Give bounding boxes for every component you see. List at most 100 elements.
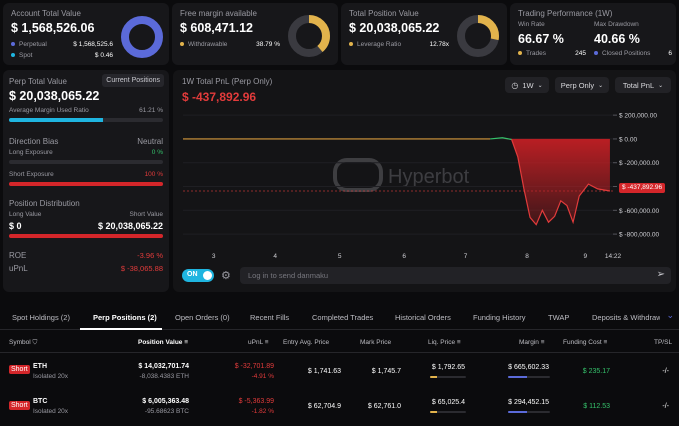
- tab-historical-orders[interactable]: Historical Orders: [395, 313, 451, 322]
- tpsl[interactable]: -/-: [662, 368, 669, 375]
- perp-total-value: $ 20,038,065.22: [9, 89, 100, 103]
- free-margin-card: Free margin available $ 608,471.12 Withd…: [172, 3, 338, 65]
- closed-dot: [594, 51, 598, 56]
- scope-select[interactable]: Perp Only ⌄: [555, 77, 609, 93]
- tab-completed-trades[interactable]: Completed Trades: [312, 313, 374, 322]
- margin-bar: [508, 411, 550, 413]
- tab-spot-holdings[interactable]: Spot Holdings (2): [12, 313, 70, 322]
- tpsl[interactable]: -/-: [662, 403, 669, 410]
- roe-value: -3.96 %: [137, 251, 163, 260]
- spot-label: Spot: [19, 52, 33, 59]
- danmaku-input[interactable]: Log in to send danmaku ➢: [240, 267, 671, 284]
- short-exposure-label: Short Exposure: [9, 171, 54, 178]
- long-exposure-row: Long Exposure 0 %: [9, 149, 163, 156]
- liq-bar: [430, 411, 466, 413]
- clock-icon: ◷: [511, 80, 519, 90]
- y-tick-label: $ -600,000.00: [619, 208, 660, 215]
- col-upnl[interactable]: uPnL ≡: [248, 339, 269, 346]
- col-margin[interactable]: Margin ≡: [519, 339, 545, 346]
- danmaku-toggle[interactable]: ON: [182, 269, 214, 282]
- current-positions-button[interactable]: Current Positions: [102, 74, 164, 87]
- metric-label: Total PnL: [622, 80, 655, 90]
- col-position-value[interactable]: Position Value ≡: [138, 339, 189, 346]
- toggle-label: ON: [187, 271, 198, 278]
- liq-price: $ 65,025.4: [431, 399, 465, 406]
- free-margin-value: $ 608,471.12: [180, 21, 253, 35]
- tab-deposits-withdraw[interactable]: Deposits & Withdraw: [592, 313, 660, 322]
- funding-cost: $ 235.17: [582, 368, 610, 375]
- positions-tabs: Spot Holdings (2) Perp Positions (2) Ope…: [0, 304, 679, 330]
- table-header-divider: [0, 352, 679, 353]
- col-symbol[interactable]: Symbol ⛉: [9, 339, 38, 346]
- send-icon[interactable]: ➢: [656, 269, 665, 280]
- account-total-card: Account Total Value $ 1,568,526.06 Perpe…: [3, 3, 169, 65]
- win-rate-label: Win Rate: [518, 21, 545, 28]
- settings-icon[interactable]: ⚙: [221, 270, 231, 282]
- perpetual-row: Perpetual $ 1,568,525.6: [11, 41, 113, 48]
- table-row[interactable]: Short BTC Isolated 20x $ 6,005,363.48 -9…: [0, 390, 679, 426]
- withdrawable-label: Withdrawable: [188, 41, 228, 48]
- sort-icon: ≡: [540, 339, 545, 346]
- col-mark: Mark Price: [360, 339, 392, 346]
- withdrawable-dot: [180, 42, 184, 47]
- tabs-expand-icon[interactable]: ⌄: [666, 310, 674, 320]
- perpetual-value: $ 1,568,525.6: [73, 41, 113, 48]
- perp-total-title: Perp Total Value: [9, 77, 67, 86]
- filter-icon[interactable]: ⛉: [32, 339, 38, 346]
- col-liq[interactable]: Liq. Price ≡: [428, 339, 461, 346]
- x-tick-label: 8: [525, 253, 529, 260]
- leverage: Isolated 20x: [33, 373, 69, 380]
- perpetual-dot: [11, 42, 15, 47]
- x-axis-ticks: 3 4 5 6 7 8 9 14:22: [212, 253, 622, 260]
- position-value: $ 14,032,701.74: [138, 363, 189, 370]
- tab-funding-history[interactable]: Funding History: [473, 313, 526, 322]
- scope-label: Perp Only: [560, 80, 595, 90]
- short-exposure-row: Short Exposure 100 %: [9, 171, 163, 178]
- short-value-label: Short Value: [129, 211, 163, 218]
- performance-card: Trading Performance (1W) Win Rate Max Dr…: [510, 3, 676, 65]
- pnl-chart-panel: 1W Total PnL (Perp Only) $ -437,892.96 ◷…: [173, 70, 676, 292]
- upnl-row: uPnL $ -38,065.88: [9, 264, 163, 273]
- direction-value: Neutral: [137, 137, 163, 146]
- symbol: BTC: [33, 398, 48, 405]
- sort-icon: ≡: [603, 339, 608, 346]
- margin-fill: [508, 376, 527, 378]
- position-donut-icon: [457, 15, 499, 57]
- distribution-bar: [9, 234, 163, 238]
- tab-perp-positions[interactable]: Perp Positions (2): [93, 313, 157, 322]
- account-total-title: Account Total Value: [11, 9, 81, 18]
- toggle-knob: [203, 271, 212, 280]
- margin-fill: [508, 411, 527, 413]
- sort-icon: ≡: [184, 339, 189, 346]
- upnl-percent: -4.91 %: [251, 373, 274, 380]
- liq-fill: [430, 376, 438, 378]
- pnl-line-gain: [490, 137, 512, 141]
- funding-cost: $ 112.53: [583, 403, 610, 410]
- col-entry: Entry Avg. Price: [283, 339, 330, 346]
- metric-select[interactable]: Total PnL ⌄: [615, 77, 671, 93]
- short-exposure-fill: [9, 182, 163, 186]
- danmaku-placeholder: Log in to send danmaku: [248, 271, 329, 280]
- distribution-values-row: $ 0 $ 20,038,065.22: [9, 221, 163, 231]
- pnl-line-loss: [511, 139, 611, 226]
- liq-bar: [430, 376, 466, 378]
- table-row[interactable]: Short ETH Isolated 20x $ 14,032,701.74 -…: [0, 354, 679, 390]
- direction-label: Direction Bias: [9, 137, 59, 146]
- drawdown-label: Max Drawdown: [594, 21, 639, 28]
- spot-value: $ 0.46: [94, 52, 113, 59]
- upnl-percent: -1.82 %: [251, 408, 274, 415]
- margin-ratio-bar: [9, 118, 163, 122]
- tab-open-orders[interactable]: Open Orders (0): [175, 313, 230, 322]
- direction-row: Direction Bias Neutral: [9, 137, 163, 146]
- col-funding[interactable]: Funding Cost ≡: [563, 339, 608, 346]
- trades-label: Trades: [526, 50, 546, 57]
- upnl-value: $ -38,065.88: [120, 264, 163, 273]
- short-exposure-value: 100 %: [144, 171, 163, 178]
- free-margin-donut-icon: [288, 15, 330, 57]
- side-badge: Short: [9, 365, 30, 374]
- tab-recent-fills[interactable]: Recent Fills: [250, 313, 290, 322]
- tab-twap[interactable]: TWAP: [548, 313, 570, 322]
- mark-price: $ 62,761.0: [367, 403, 401, 410]
- chevron-down-icon: ⌄: [537, 82, 543, 89]
- range-select[interactable]: ◷ 1W ⌄: [505, 77, 549, 93]
